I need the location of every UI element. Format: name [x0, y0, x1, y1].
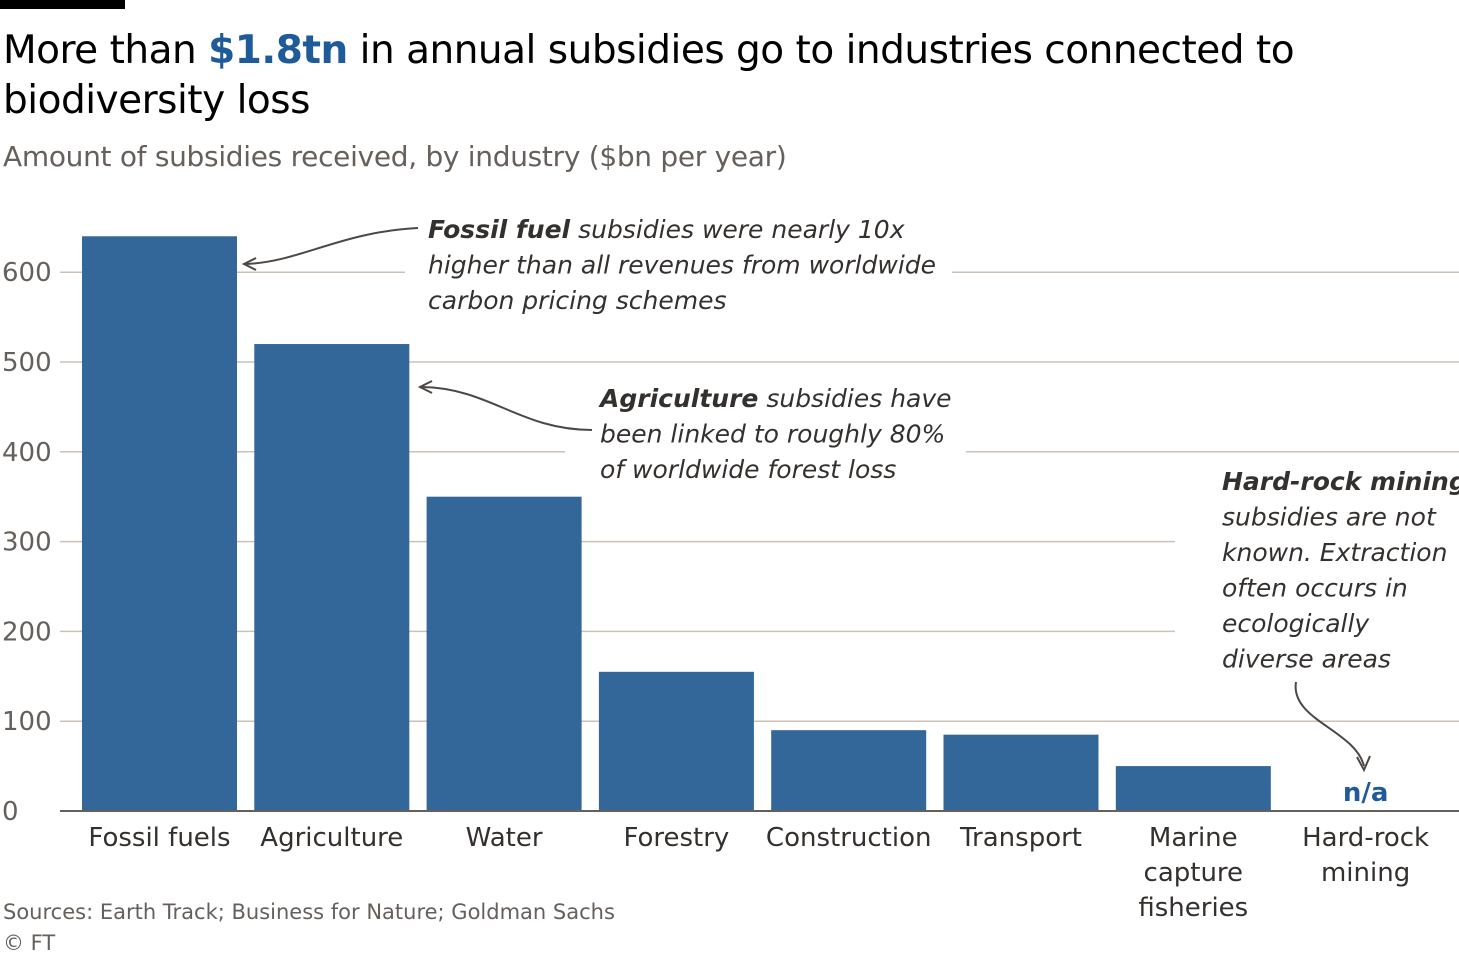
annotation-rest: subsidies were nearly 10x [570, 215, 905, 244]
x-tick-label: Agriculture [260, 823, 403, 853]
bar [426, 496, 582, 811]
arrowhead-icon [241, 257, 257, 271]
x-tick-label: Transport [959, 823, 1082, 853]
x-tick-label: Forestry [623, 823, 729, 853]
chart-subtitle: Amount of subsidies received, by industr… [3, 140, 787, 173]
y-tick-label: 600 [2, 258, 52, 288]
annotation-rest: subsidies have [758, 384, 951, 413]
y-tick-label: 500 [2, 348, 52, 378]
bar [771, 730, 927, 811]
bar [82, 236, 237, 811]
annotation-text: diverse areas [1222, 645, 1391, 674]
x-tick-label: Water [466, 823, 543, 853]
annotation-text: carbon pricing schemes [428, 286, 727, 315]
annotation-text: often occurs in [1222, 574, 1408, 603]
annotation-arrow [421, 386, 593, 431]
annotation-bold: Agriculture [598, 384, 758, 413]
x-tick-label: capture [1144, 858, 1244, 888]
y-tick-label: 400 [2, 438, 52, 468]
x-tick-label: Marine [1149, 823, 1238, 853]
bar [598, 671, 754, 811]
annotation-text: Agriculture subsidies have [598, 384, 952, 413]
bar [254, 344, 410, 811]
y-tick-label: 100 [2, 707, 52, 737]
title-text: More than [3, 28, 209, 73]
x-tick-label: Fossil fuels [88, 823, 230, 853]
x-tick-label: Construction [766, 823, 932, 853]
ft-top-bar [0, 0, 125, 9]
y-tick-label: 300 [2, 528, 52, 558]
annotation-text: subsidies are not [1222, 503, 1437, 532]
annotation-arrow [1294, 681, 1365, 767]
annotation-text: Fossil fuel subsidies were nearly 10x [428, 215, 905, 244]
arrowhead-icon [417, 380, 433, 394]
annotation-text: Hard-rock mining [1222, 467, 1459, 496]
y-tick-label: 0 [2, 797, 19, 827]
credit-note: © FT [3, 931, 56, 955]
annotation-arrow [245, 227, 419, 265]
na-label: n/a [1343, 778, 1389, 808]
arrowhead-icon [1356, 755, 1371, 773]
bar [943, 734, 1099, 811]
annotation-bold: Hard-rock mining [1222, 467, 1459, 496]
annotation-text: higher than all revenues from worldwide [428, 251, 936, 280]
y-tick-label: 200 [2, 617, 52, 647]
title-highlight: $1.8tn [208, 28, 348, 73]
annotation-text: been linked to roughly 80% [600, 420, 945, 449]
annotation-bold: Fossil fuel [428, 215, 571, 244]
x-tick-label: Hard-rock [1302, 823, 1429, 853]
x-tick-label: fisheries [1138, 893, 1248, 923]
chart-title: More than $1.8tn in annual subsidies go … [3, 26, 1303, 126]
annotation-text: ecologically [1222, 609, 1370, 638]
annotation-text: of worldwide forest loss [600, 455, 896, 484]
source-note: Sources: Earth Track; Business for Natur… [3, 900, 615, 924]
title-text-rest: in annual subsidies go to industries con… [3, 28, 1295, 123]
bar [1115, 766, 1271, 811]
annotation-text: known. Extraction [1222, 538, 1447, 567]
x-tick-label: mining [1321, 858, 1410, 888]
